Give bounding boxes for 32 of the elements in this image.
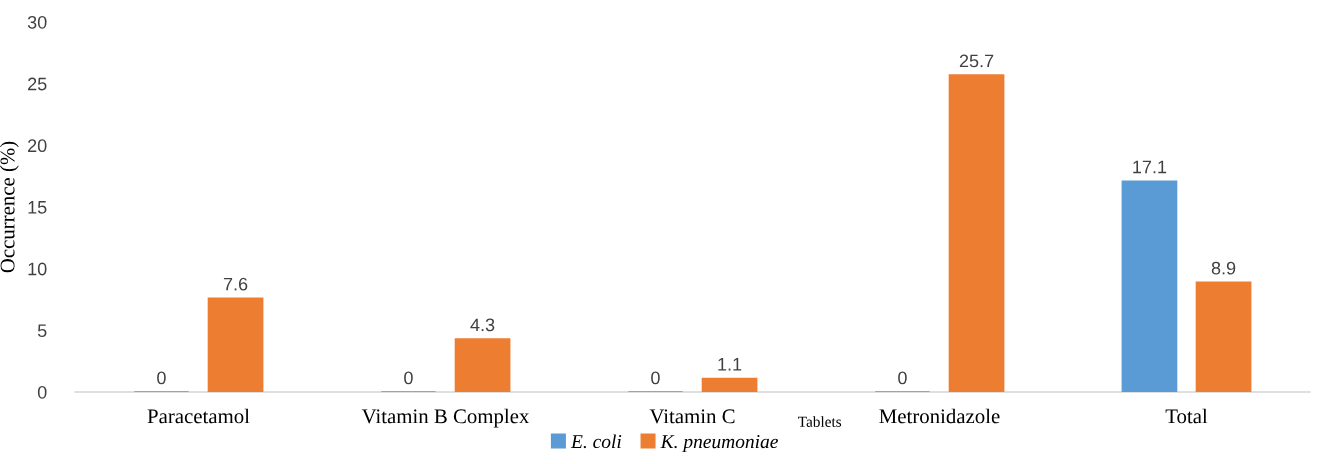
data-label: 0 [404,371,413,385]
x-tick-label: Paracetamol [147,408,250,424]
bar [701,377,758,392]
bar [1195,281,1252,392]
x-tick-label: Total [1165,408,1208,424]
x-axis-title: Tablets [798,416,842,427]
data-label: 0 [898,371,907,385]
y-tick-label: 15 [28,201,47,214]
data-label: 17.1 [1133,160,1167,174]
data-label: 0 [651,371,660,385]
data-label: 0 [157,371,166,385]
bar [207,297,264,392]
data-label: 4.3 [470,318,495,332]
data-label: 25.7 [959,54,994,68]
x-tick-label: Vitamin B Complex [361,408,530,428]
data-label: 1.1 [718,358,742,371]
y-tick-label: 30 [27,15,47,29]
y-tick-label: 10 [28,262,47,276]
x-tick-label: Metronidazole [879,408,1000,424]
bar [1121,180,1178,392]
y-tick-label: 5 [37,324,47,338]
y-tick-label: 0 [37,385,47,399]
data-label: 7.6 [223,277,248,291]
y-tick-label: 25 [28,77,47,91]
bar [454,338,511,392]
bar [948,74,1005,392]
legend-label: E. coli [570,434,622,449]
data-label: 8.9 [1211,261,1236,275]
y-tick-label: 20 [28,139,47,153]
legend-label: K. pneumoniae [660,435,778,453]
y-axis-title: Occurrence (%) [0,141,19,273]
x-tick-label: Vitamin C [649,409,735,424]
